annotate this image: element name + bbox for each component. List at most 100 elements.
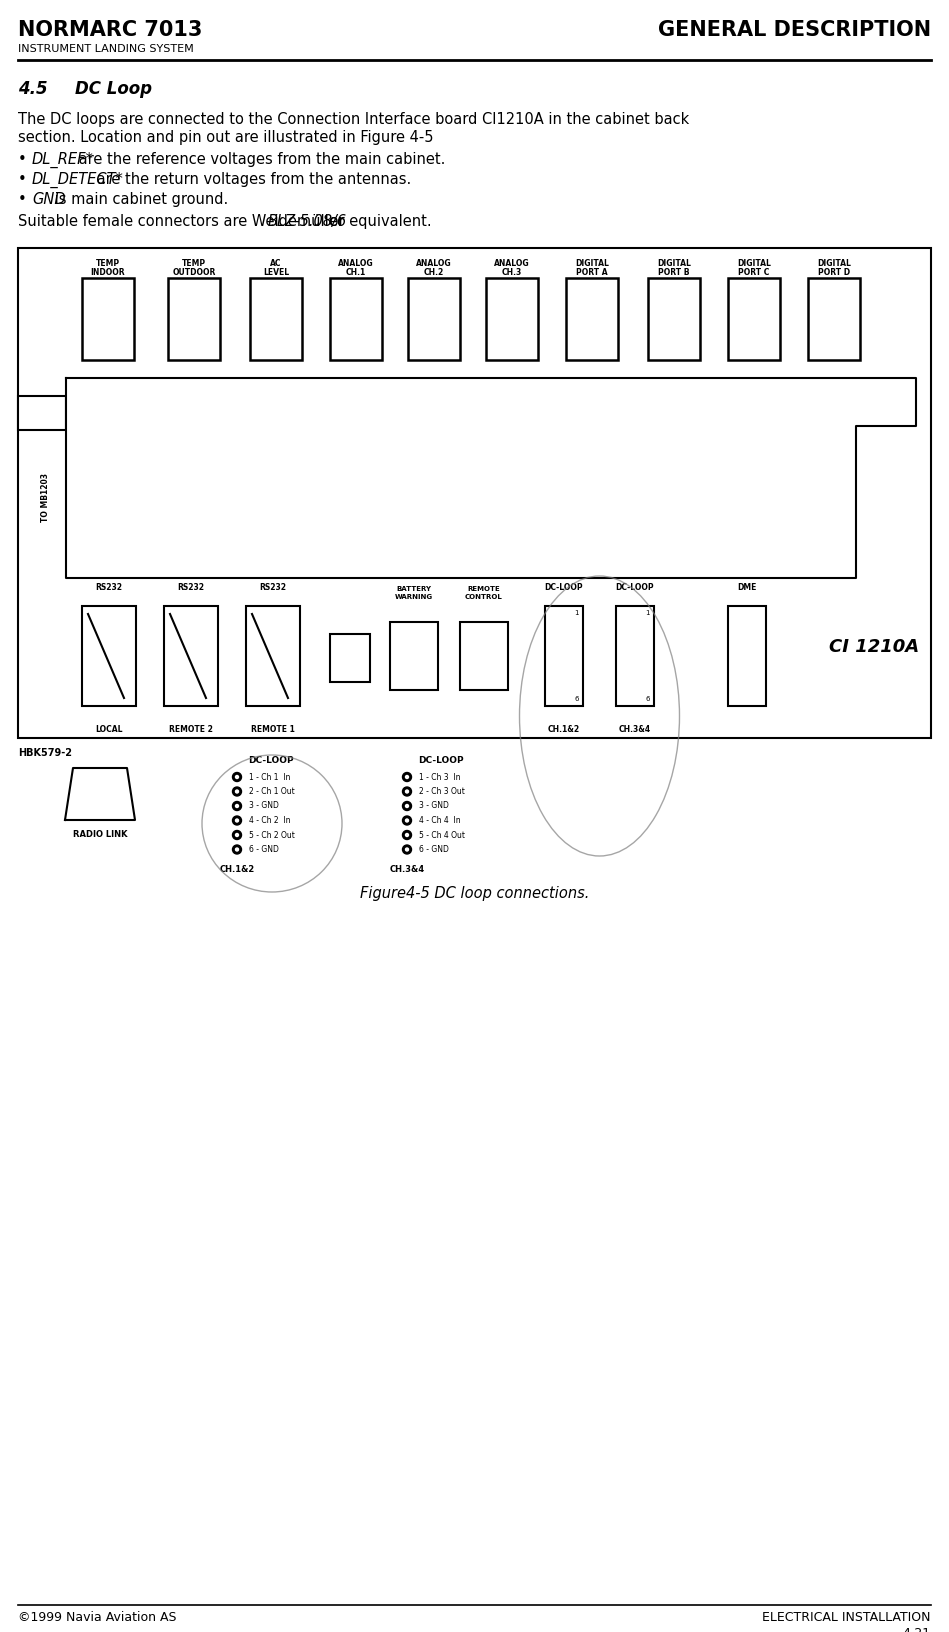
Text: CONTROL: CONTROL: [465, 594, 503, 601]
Text: section. Location and pin out are illustrated in Figure 4-5: section. Location and pin out are illust…: [18, 131, 434, 145]
Text: DIGITAL: DIGITAL: [657, 259, 691, 268]
Text: 1 - Ch 1  In: 1 - Ch 1 In: [249, 772, 290, 782]
Text: 4-21: 4-21: [902, 1627, 931, 1632]
Text: RADIO LINK: RADIO LINK: [73, 831, 127, 839]
Text: 2 - Ch 1 Out: 2 - Ch 1 Out: [249, 787, 295, 796]
Circle shape: [233, 845, 241, 854]
Text: •: •: [18, 152, 27, 166]
Text: are the return voltages from the antennas.: are the return voltages from the antenna…: [92, 171, 411, 188]
Text: DL_DETECT*: DL_DETECT*: [32, 171, 124, 188]
Circle shape: [405, 849, 408, 850]
Text: CH.3&4: CH.3&4: [389, 865, 424, 875]
Bar: [250, 277, 302, 361]
Text: 6 - GND: 6 - GND: [419, 845, 449, 854]
Circle shape: [233, 787, 241, 796]
Text: INSTRUMENT LANDING SYSTEM: INSTRUMENT LANDING SYSTEM: [18, 44, 194, 54]
Text: The DC loops are connected to the Connection Interface board CI1210A in the cabi: The DC loops are connected to the Connec…: [18, 113, 689, 127]
Text: 1: 1: [645, 610, 650, 615]
Bar: [390, 622, 438, 690]
Text: BLZ-5.08/6: BLZ-5.08/6: [268, 214, 346, 228]
Text: CH.3: CH.3: [502, 268, 522, 277]
Text: PORT D: PORT D: [818, 268, 850, 277]
Text: 3 - GND: 3 - GND: [249, 801, 279, 811]
Text: •: •: [18, 193, 27, 207]
Text: ©1999 Navia Aviation AS: ©1999 Navia Aviation AS: [18, 1611, 177, 1624]
Bar: [545, 605, 583, 707]
Bar: [728, 277, 780, 361]
Bar: [808, 277, 860, 361]
Bar: [18, 397, 66, 429]
Bar: [82, 605, 136, 707]
Text: is main cabinet ground.: is main cabinet ground.: [50, 193, 229, 207]
Circle shape: [233, 831, 241, 839]
Text: 6: 6: [574, 695, 579, 702]
Text: DIGITAL: DIGITAL: [737, 259, 771, 268]
Circle shape: [235, 790, 238, 793]
Text: PORT C: PORT C: [738, 268, 770, 277]
Text: ELECTRICAL INSTALLATION: ELECTRICAL INSTALLATION: [762, 1611, 931, 1624]
Bar: [164, 605, 218, 707]
Text: DC-LOOP: DC-LOOP: [248, 756, 293, 765]
Text: ANALOG: ANALOG: [494, 259, 530, 268]
Text: NORMARC 7013: NORMARC 7013: [18, 20, 202, 41]
Text: DIGITAL: DIGITAL: [817, 259, 851, 268]
Bar: [408, 277, 460, 361]
Text: 6 - GND: 6 - GND: [249, 845, 279, 854]
Text: PORT B: PORT B: [659, 268, 690, 277]
Text: TO MB1203: TO MB1203: [42, 473, 50, 522]
Text: CI 1210A: CI 1210A: [828, 638, 919, 656]
Text: INDOOR: INDOOR: [91, 268, 125, 277]
Circle shape: [233, 772, 241, 782]
Circle shape: [405, 819, 408, 823]
Text: CH.3&4: CH.3&4: [619, 725, 651, 734]
Text: DME: DME: [737, 583, 756, 592]
Text: 4.5: 4.5: [18, 80, 47, 98]
Text: RS232: RS232: [96, 583, 122, 592]
Circle shape: [233, 816, 241, 826]
Text: BATTERY: BATTERY: [397, 586, 432, 592]
Text: 3 - GND: 3 - GND: [419, 801, 449, 811]
Circle shape: [402, 801, 412, 811]
Text: GND: GND: [32, 193, 65, 207]
Bar: [486, 277, 538, 361]
Circle shape: [402, 831, 412, 839]
Bar: [460, 622, 508, 690]
Bar: [246, 605, 300, 707]
Text: REMOTE: REMOTE: [468, 586, 500, 592]
Bar: [330, 633, 370, 682]
Text: ANALOG: ANALOG: [417, 259, 452, 268]
Circle shape: [235, 834, 238, 837]
Circle shape: [405, 775, 408, 778]
Text: DC Loop: DC Loop: [75, 80, 152, 98]
Text: DC-LOOP: DC-LOOP: [616, 583, 654, 592]
Text: LEVEL: LEVEL: [263, 268, 289, 277]
Text: CH.1&2: CH.1&2: [219, 865, 254, 875]
Text: 6: 6: [645, 695, 650, 702]
Text: RS232: RS232: [177, 583, 204, 592]
Bar: [82, 277, 134, 361]
Text: Suitable female connectors are Weidemüller: Suitable female connectors are Weidemüll…: [18, 214, 348, 228]
Bar: [728, 605, 766, 707]
Text: 1: 1: [574, 610, 579, 615]
Text: DL_REF*: DL_REF*: [32, 152, 94, 168]
Text: PORT A: PORT A: [576, 268, 607, 277]
Circle shape: [402, 787, 412, 796]
Bar: [616, 605, 654, 707]
Text: CH.2: CH.2: [424, 268, 444, 277]
Text: Figure4-5 DC loop connections.: Figure4-5 DC loop connections.: [360, 886, 589, 901]
Bar: [648, 277, 700, 361]
Text: OUTDOOR: OUTDOOR: [173, 268, 215, 277]
Circle shape: [405, 834, 408, 837]
Text: 5 - Ch 4 Out: 5 - Ch 4 Out: [419, 831, 465, 839]
Text: DC-LOOP: DC-LOOP: [418, 756, 464, 765]
Text: RS232: RS232: [259, 583, 287, 592]
Text: are the reference voltages from the main cabinet.: are the reference voltages from the main…: [74, 152, 445, 166]
Text: or equivalent.: or equivalent.: [326, 214, 432, 228]
Text: TEMP: TEMP: [182, 259, 206, 268]
Text: DIGITAL: DIGITAL: [575, 259, 609, 268]
Text: 4 - Ch 4  In: 4 - Ch 4 In: [419, 816, 460, 826]
Circle shape: [405, 805, 408, 808]
Text: GENERAL DESCRIPTION: GENERAL DESCRIPTION: [658, 20, 931, 41]
Circle shape: [402, 845, 412, 854]
Text: AC: AC: [270, 259, 282, 268]
